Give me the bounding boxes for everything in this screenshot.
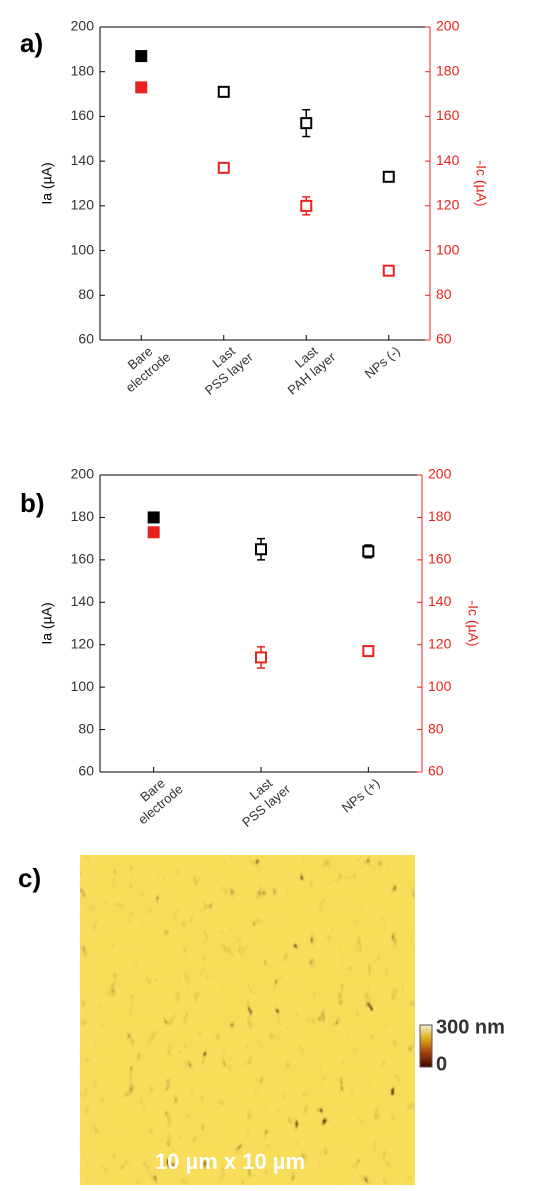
y2-tick-label: 180	[436, 62, 460, 78]
x-tick-label: NPs (+)	[339, 775, 383, 815]
marker	[255, 651, 267, 664]
y-tick-label: 60	[78, 331, 94, 347]
panel-label: c)	[18, 863, 41, 893]
marker	[382, 170, 395, 183]
y-tick-label: 100	[71, 241, 95, 257]
marker	[300, 117, 313, 130]
panel-label: a)	[20, 28, 43, 58]
y-tick-label: 80	[78, 720, 94, 736]
panel-label: b)	[20, 488, 45, 518]
y2-tick-label: 100	[428, 678, 452, 694]
y-axis-label: Ia (µA)	[39, 162, 55, 204]
y2-tick-label: 140	[436, 152, 460, 168]
y2-axis-label: -Ic (µA)	[473, 160, 489, 206]
y-tick-label: 160	[71, 551, 95, 567]
marker	[362, 545, 375, 558]
marker	[255, 543, 267, 556]
scale-label: 10 µm x 10 µm	[155, 1149, 305, 1174]
y2-tick-label: 200	[436, 18, 460, 34]
y-tick-label: 120	[71, 635, 95, 651]
y-tick-label: 140	[71, 593, 95, 609]
marker	[217, 161, 230, 174]
y2-tick-label: 80	[436, 286, 452, 302]
y-tick-label: 160	[71, 107, 95, 123]
colorbar-max: 300 nm	[436, 1016, 505, 1038]
marker	[217, 85, 230, 98]
y-tick-label: 100	[71, 678, 95, 694]
y2-tick-label: 60	[428, 763, 444, 779]
y-tick-label: 180	[71, 62, 95, 78]
y2-tick-label: 120	[428, 635, 452, 651]
marker	[135, 50, 148, 63]
y-axis-label: Ia (µA)	[39, 602, 55, 644]
x-tick-label-group: NPs (-)	[362, 343, 403, 381]
afm-image	[80, 855, 415, 1185]
y-tick-label: 180	[71, 508, 95, 524]
marker	[135, 81, 148, 94]
y-tick-label: 80	[78, 286, 94, 302]
y2-tick-label: 80	[428, 720, 444, 736]
marker	[300, 199, 313, 212]
y-tick-label: 140	[71, 152, 95, 168]
y2-tick-label: 200	[428, 466, 452, 482]
y2-tick-label: 160	[428, 551, 452, 567]
y-tick-label: 60	[78, 763, 94, 779]
y-tick-label: 200	[71, 466, 95, 482]
y2-tick-label: 60	[436, 331, 452, 347]
marker	[147, 526, 160, 539]
y2-tick-label: 100	[436, 241, 460, 257]
y-tick-label: 120	[71, 197, 95, 213]
marker	[147, 511, 160, 524]
colorbar	[419, 1024, 433, 1068]
y2-tick-label: 120	[436, 197, 460, 213]
x-tick-label-group: NPs (+)	[339, 775, 383, 815]
y2-axis-label: -Ic (µA)	[465, 600, 481, 646]
y-tick-label: 200	[71, 18, 95, 34]
marker	[362, 645, 375, 658]
y2-tick-label: 140	[428, 593, 452, 609]
marker	[382, 264, 395, 277]
x-tick-label: NPs (-)	[362, 343, 403, 381]
y2-tick-label: 180	[428, 508, 452, 524]
colorbar-min: 0	[436, 1053, 447, 1075]
y2-tick-label: 160	[436, 107, 460, 123]
